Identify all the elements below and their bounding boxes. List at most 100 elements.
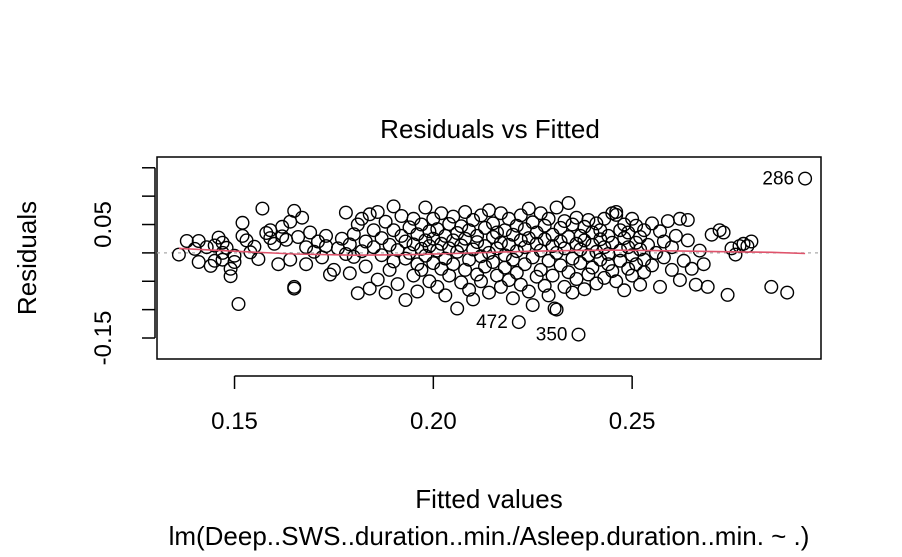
data-point [275, 219, 290, 234]
data-point [179, 233, 194, 248]
data-point [338, 205, 353, 220]
data-point [513, 208, 528, 223]
y-axis: -0.15 0.05 [90, 167, 156, 365]
data-point [561, 265, 576, 280]
data-point [458, 204, 473, 219]
data-point [295, 210, 310, 225]
data-point [581, 267, 596, 282]
data-point [358, 259, 373, 274]
data-point [541, 211, 556, 226]
data-point [362, 207, 377, 222]
data-point [533, 262, 548, 277]
data-point [541, 288, 556, 303]
data-point [486, 254, 501, 269]
data-point [653, 279, 668, 294]
data-point [370, 272, 385, 287]
data-point [466, 242, 481, 257]
data-point [319, 228, 334, 243]
data-point [247, 239, 262, 254]
data-point [478, 220, 493, 235]
data-point [342, 237, 357, 252]
data-point [422, 224, 437, 239]
data-point [227, 248, 242, 263]
data-point [171, 247, 186, 262]
data-point [545, 268, 560, 283]
data-point [442, 268, 457, 283]
data-point [470, 235, 485, 250]
data-point [553, 234, 568, 249]
data-point [378, 285, 393, 300]
data-point [645, 258, 660, 273]
data-point [414, 217, 429, 232]
data-point [414, 241, 429, 256]
data-point [235, 228, 250, 243]
data-point [410, 284, 425, 299]
point-label: 286 [762, 169, 794, 190]
data-point [513, 277, 528, 292]
data-point [191, 254, 206, 269]
data-point [466, 292, 481, 307]
data-point [287, 203, 302, 218]
data-point [700, 279, 715, 294]
smooth-line [178, 247, 806, 257]
y-tick-label: 0.05 [90, 201, 117, 248]
data-point [378, 214, 393, 229]
data-point [653, 224, 668, 239]
data-point [259, 225, 274, 240]
data-point [255, 201, 270, 216]
data-point [430, 222, 445, 237]
data-point [569, 272, 584, 287]
data-point [625, 211, 640, 226]
data-point [370, 204, 385, 219]
data-point [736, 236, 751, 251]
data-point [581, 212, 596, 227]
data-point [609, 274, 624, 289]
data-point [283, 252, 298, 267]
data-point [633, 277, 648, 292]
x-tick-label: 0.15 [211, 408, 258, 435]
data-point [207, 253, 222, 268]
data-point [482, 285, 497, 300]
data-point [430, 279, 445, 294]
data-point [744, 234, 759, 249]
data-point [235, 215, 250, 230]
data-point [617, 283, 632, 298]
data-point [326, 262, 341, 277]
data-point [521, 284, 536, 299]
data-point [553, 258, 568, 273]
data-point [219, 240, 234, 255]
data-point [446, 209, 461, 224]
data-point [688, 277, 703, 292]
data-point [537, 278, 552, 293]
data-point [454, 275, 469, 290]
data-point [303, 225, 318, 240]
data-point [418, 200, 433, 215]
data-point [501, 273, 516, 288]
data-point [660, 214, 675, 229]
data-point [374, 231, 389, 246]
data-point [386, 199, 401, 214]
data-point [672, 211, 687, 226]
data-point [509, 265, 524, 280]
data-point [577, 233, 592, 248]
data-point [346, 227, 361, 242]
data-point [668, 228, 683, 243]
data-point [478, 259, 493, 274]
data-point [446, 257, 461, 272]
data-point [549, 200, 564, 215]
data-point [493, 279, 508, 294]
chart-title: Residuals vs Fitted [380, 114, 600, 144]
x-axis: 0.15 0.20 0.25 [211, 375, 655, 435]
data-point [493, 235, 508, 250]
data-point [605, 235, 620, 250]
point-label: 472 [476, 312, 508, 333]
data-point [390, 277, 405, 292]
data-point [585, 260, 600, 275]
point-label: 350 [536, 325, 568, 346]
data-point [287, 281, 302, 296]
data-point [466, 212, 481, 227]
data-point [199, 240, 214, 255]
data-point [549, 302, 564, 317]
data-point [454, 219, 469, 234]
data-point [680, 212, 695, 227]
